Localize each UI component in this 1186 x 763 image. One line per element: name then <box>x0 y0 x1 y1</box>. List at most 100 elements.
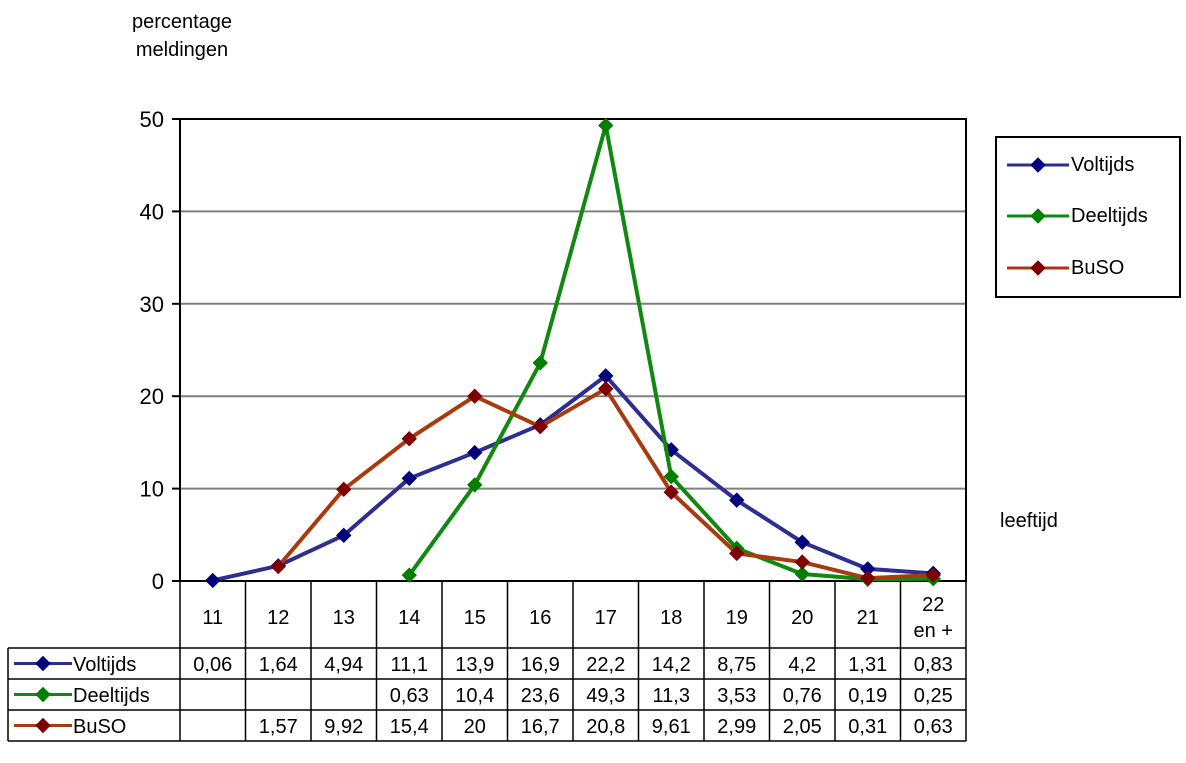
table-key-marker-buso <box>35 717 51 734</box>
data-point-deeltijds <box>401 567 417 583</box>
data-label-buso: 9,61 <box>652 716 691 738</box>
data-label-voltijds: 22,2 <box>586 654 625 676</box>
data-label-voltijds: 8,75 <box>717 654 756 676</box>
data-label-buso: 20,8 <box>586 716 625 738</box>
data-point-deeltijds <box>467 477 483 493</box>
x-tick-label: 21 <box>857 607 879 629</box>
data-label-voltijds: 13,9 <box>455 654 494 676</box>
plot-area <box>179 118 967 582</box>
series-line-deeltijds <box>407 123 934 582</box>
data-label-voltijds: 4,94 <box>324 654 363 676</box>
data-label-buso: 0,63 <box>914 716 953 738</box>
data-point-buso <box>598 381 614 397</box>
data-label-voltijds: 1,31 <box>848 654 887 676</box>
x-tick-label: 15 <box>464 607 486 629</box>
legend-marker-voltijds <box>1030 157 1046 173</box>
x-tick-label: en + <box>914 620 953 642</box>
data-label-buso: 16,7 <box>521 716 560 738</box>
data-point-buso <box>401 430 417 447</box>
x-axis-title: leeftijd <box>1000 510 1058 532</box>
legend-label-deeltijds: Deeltijds <box>1071 204 1148 227</box>
x-tick-label: 19 <box>726 607 748 629</box>
data-label-buso: 1,57 <box>259 716 298 738</box>
data-point-voltijds <box>794 534 810 550</box>
data-label-buso: 15,4 <box>390 716 429 738</box>
y-tick-label: 50 <box>140 107 164 132</box>
data-label-deeltijds: 0,76 <box>783 685 822 707</box>
data-point-buso <box>467 388 483 404</box>
legend-swatch-deeltijds <box>1007 208 1069 224</box>
series-line-voltijds <box>212 373 934 583</box>
data-label-buso: 20 <box>464 716 486 738</box>
y-tick-label: 20 <box>140 384 164 409</box>
data-point-voltijds <box>401 470 417 487</box>
legend-swatch-voltijds <box>1007 157 1069 173</box>
data-point-buso <box>663 484 679 500</box>
y-tick-label: 40 <box>140 199 164 224</box>
legend-item-deeltijds: Deeltijds <box>1007 201 1148 231</box>
x-tick-label: 12 <box>267 607 289 629</box>
x-tick-label: 11 <box>202 607 223 629</box>
legend-item-voltijds: Voltijds <box>1007 150 1134 180</box>
data-label-voltijds: 0,06 <box>193 654 232 676</box>
data-label-buso: 0,31 <box>848 716 887 738</box>
legend: Voltijds Deeltijds BuSO <box>995 136 1181 298</box>
x-tick-label: 18 <box>660 607 682 629</box>
data-point-buso <box>794 554 810 570</box>
data-label-voltijds: 1,64 <box>259 654 298 676</box>
data-label-deeltijds: 23,6 <box>521 685 560 707</box>
data-point-buso <box>860 570 876 586</box>
table-series-name-voltijds: Voltijds <box>73 654 136 676</box>
series-line-buso <box>276 386 934 581</box>
x-tick-label: 13 <box>333 607 355 629</box>
data-label-deeltijds: 0,25 <box>914 685 953 707</box>
table-key-marker-voltijds <box>35 655 51 672</box>
data-label-voltijds: 14,2 <box>652 654 691 676</box>
data-label-voltijds: 11,1 <box>391 654 428 676</box>
data-label-buso: 9,92 <box>324 716 363 738</box>
data-label-voltijds: 4,2 <box>788 654 816 676</box>
data-label-deeltijds: 10,4 <box>455 685 494 707</box>
data-point-deeltijds <box>598 117 614 134</box>
data-point-deeltijds <box>532 355 548 371</box>
table-series-name-buso: BuSO <box>73 716 126 738</box>
y-tick-label: 10 <box>140 477 164 502</box>
data-point-deeltijds <box>663 468 679 485</box>
data-label-deeltijds: 49,3 <box>586 685 625 707</box>
data-label-voltijds: 16,9 <box>521 654 560 676</box>
x-tick-label: 17 <box>595 607 617 629</box>
data-label-deeltijds: 11,3 <box>653 685 690 707</box>
data-point-buso <box>336 481 352 498</box>
table-series-name-deeltijds: Deeltijds <box>73 685 150 707</box>
table-key-marker-deeltijds <box>35 686 51 703</box>
data-label-deeltijds: 3,53 <box>717 685 756 707</box>
x-tick-label: 14 <box>398 607 420 629</box>
data-label-buso: 2,99 <box>717 716 756 738</box>
data-label-voltijds: 0,83 <box>914 654 953 676</box>
y-tick-label: 30 <box>140 292 164 317</box>
data-point-voltijds <box>205 572 221 589</box>
y-axis-title-line-2: meldingen <box>135 39 229 61</box>
data-point-buso <box>270 558 286 575</box>
legend-item-buso: BuSO <box>1007 253 1124 283</box>
legend-marker-buso <box>1030 260 1046 276</box>
data-point-voltijds <box>729 492 745 508</box>
y-axis-title-line-1: percentage <box>131 11 233 33</box>
data-point-deeltijds <box>794 566 810 582</box>
data-point-buso <box>532 418 548 435</box>
legend-label-voltijds: Voltijds <box>1071 153 1135 176</box>
data-label-deeltijds: 0,19 <box>848 685 887 707</box>
data-point-buso <box>925 567 941 583</box>
legend-label-buso: BuSO <box>1071 256 1125 279</box>
y-axis-title: percentage meldingen <box>92 8 272 64</box>
data-label-buso: 2,05 <box>783 716 822 738</box>
legend-marker-deeltijds <box>1030 208 1046 224</box>
data-point-buso <box>729 545 745 562</box>
data-label-deeltijds: 0,63 <box>390 685 429 707</box>
y-tick-label: 0 <box>152 569 164 594</box>
data-point-voltijds <box>467 444 483 461</box>
data-point-voltijds <box>336 527 352 544</box>
x-tick-label: 16 <box>529 607 551 629</box>
legend-swatch-buso <box>1007 260 1069 276</box>
